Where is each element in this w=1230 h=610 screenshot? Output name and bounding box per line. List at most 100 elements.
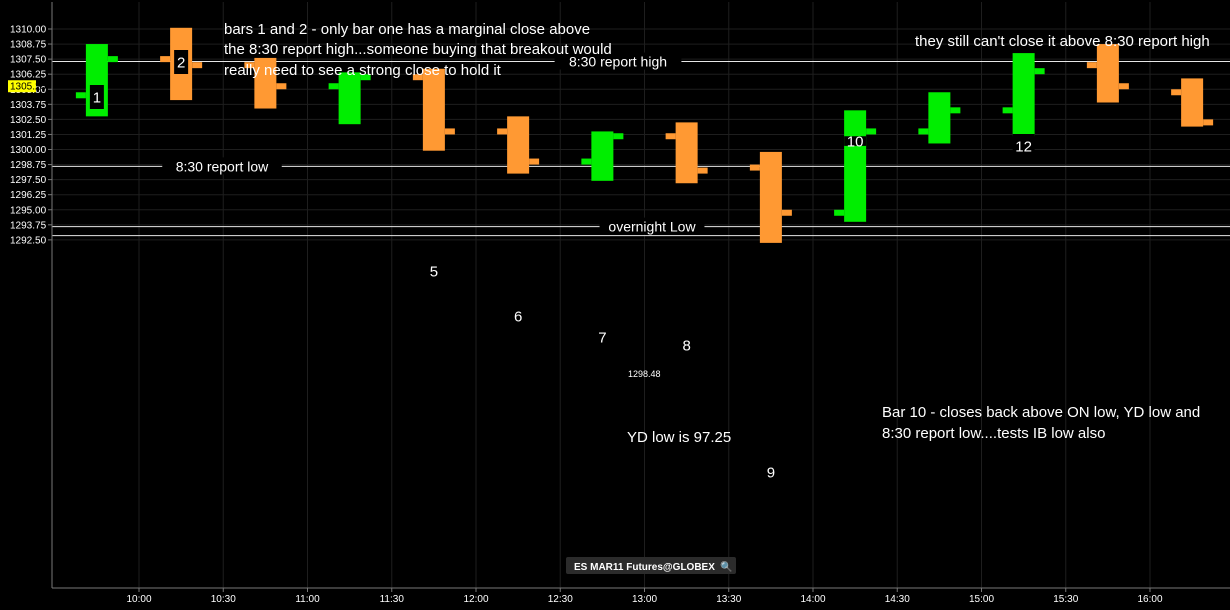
yd-low-note: YD low is 97.25 xyxy=(627,429,731,446)
bar-range[interactable] xyxy=(1181,78,1204,127)
bar-label-box xyxy=(763,460,778,484)
axes-layer: 1310.001308.751307.501306.251305.001303.… xyxy=(8,2,1230,605)
ohlc-bar[interactable]: 10 xyxy=(834,110,877,222)
ohlc-bar[interactable]: 7 xyxy=(581,131,624,349)
level-lines-layer: 8:30 report high 8:30 report low overnight… xyxy=(52,52,1230,237)
y-tick-label: 1303.75 xyxy=(10,100,47,111)
y-tick-label: 1310.00 xyxy=(10,25,47,36)
bar-open-tick xyxy=(497,128,508,135)
ohlc-bar[interactable] xyxy=(1171,78,1214,127)
y-tick-label: 1297.50 xyxy=(10,175,47,186)
x-tick-label: 12:30 xyxy=(548,594,573,605)
y-tick-label: 1293.75 xyxy=(10,220,47,231)
y-tick-label: 1306.25 xyxy=(10,70,47,81)
y-tick-label: 1308.75 xyxy=(10,40,47,51)
bar-number-label: 1 xyxy=(93,90,101,107)
x-tick-label: 13:00 xyxy=(632,594,657,605)
bar-close-tick xyxy=(697,167,708,174)
bar-range[interactable] xyxy=(1096,44,1119,103)
y-tick-label: 1300.00 xyxy=(10,145,47,156)
bar-number-label: 7 xyxy=(598,330,606,347)
ohlc-bar[interactable]: 2 xyxy=(160,27,203,101)
bar-open-tick xyxy=(918,128,929,135)
ohlc-bar[interactable]: 5 xyxy=(412,68,455,283)
level-label-bg xyxy=(599,217,705,235)
bar10-note-line-1: Bar 10 - closes back above ON low, YD lo… xyxy=(882,404,1200,421)
bars-note-line-3: really need to see a strong close to hol… xyxy=(224,62,502,79)
bars-note-line-1: bars 1 and 2 - only bar one has a margin… xyxy=(224,21,590,38)
bar-range[interactable] xyxy=(1012,53,1035,137)
bar-number-label: 10 xyxy=(847,134,864,151)
bar-close-tick xyxy=(866,128,877,135)
bar-number-label: 6 xyxy=(514,309,522,326)
bars-note-line-2: the 8:30 report high...someone buying th… xyxy=(224,41,612,58)
x-tick-label: 11:00 xyxy=(295,594,320,605)
ohlc-bar[interactable]: 6 xyxy=(497,116,540,328)
x-tick-label: 11:30 xyxy=(380,594,405,605)
y-tick-label: 1307.50 xyxy=(10,55,47,66)
annotations-layer: bars 1 and 2 - only bar one has a margin… xyxy=(224,21,1210,446)
bar-number-label: 12 xyxy=(1015,139,1032,156)
bar-range[interactable] xyxy=(507,116,530,174)
bar-range[interactable] xyxy=(338,72,361,125)
bar-label-box xyxy=(89,85,104,109)
bar-number-label: 9 xyxy=(767,465,775,482)
bar-range[interactable] xyxy=(759,151,782,243)
bar-close-tick xyxy=(107,56,118,63)
ohlc-bar[interactable]: 12 xyxy=(1002,53,1045,158)
bar-close-tick xyxy=(529,158,540,165)
instrument-badge-bg xyxy=(566,557,736,574)
x-tick-label: 14:00 xyxy=(800,594,825,605)
x-tick-label: 14:30 xyxy=(885,594,910,605)
x-tick-label: 15:00 xyxy=(969,594,994,605)
bar-close-tick xyxy=(1203,119,1214,126)
bar-number-label: 2 xyxy=(177,55,185,72)
ohlc-bar[interactable]: 1 xyxy=(75,44,118,117)
bar-close-tick xyxy=(613,133,624,140)
ohlc-bar[interactable]: 9 xyxy=(749,151,792,484)
x-tick-label: 10:30 xyxy=(211,594,236,605)
bar-label-box xyxy=(511,304,526,328)
bar-close-tick xyxy=(444,128,455,135)
bar-open-tick xyxy=(1002,107,1013,114)
bar-close-tick xyxy=(781,209,792,216)
bar-label-box xyxy=(426,259,441,283)
level-label-bg xyxy=(554,52,682,70)
bar-close-tick xyxy=(276,83,287,90)
overnight-low-label: overnight Low xyxy=(608,219,696,235)
ohlc-bar[interactable] xyxy=(244,57,287,109)
bar-open-tick xyxy=(581,158,592,165)
grid-layer xyxy=(52,2,1230,588)
y-tick-label: 1292.50 xyxy=(10,235,47,246)
bar-range[interactable] xyxy=(928,92,951,144)
bar-open-tick xyxy=(160,56,171,63)
ohlc-bar[interactable] xyxy=(328,72,371,125)
top-right-note: they still can't close it above 8:30 rep… xyxy=(915,33,1210,50)
ohlc-bar[interactable] xyxy=(1086,44,1129,103)
x-tick-label: 13:30 xyxy=(716,594,741,605)
bar-range[interactable] xyxy=(844,110,867,222)
bar-number-label: 5 xyxy=(430,264,438,281)
ohlc-bar[interactable] xyxy=(918,92,961,144)
bar-open-tick xyxy=(665,133,676,140)
bar-close-tick xyxy=(1034,68,1045,75)
bar-open-tick xyxy=(328,83,339,90)
magnifier-icon[interactable]: 🔍 xyxy=(720,560,732,573)
instrument-badge[interactable]: ES MAR11 Futures@GLOBEX 🔍 xyxy=(566,557,736,574)
bar-range[interactable] xyxy=(254,57,277,109)
y-tick-label: 1295.00 xyxy=(10,205,47,216)
y-tick-label: 1301.25 xyxy=(10,130,47,141)
x-tick-label: 15:30 xyxy=(1053,594,1078,605)
ohlc-bar[interactable]: 8 xyxy=(665,122,708,357)
bar-range[interactable] xyxy=(422,68,445,151)
bar-close-tick xyxy=(950,107,961,114)
bar-close-tick xyxy=(360,74,371,81)
bar-close-tick xyxy=(1118,83,1129,90)
bar-range[interactable] xyxy=(675,122,698,184)
current-price-label: 1305.25 xyxy=(10,82,47,93)
bar-range[interactable] xyxy=(591,131,614,181)
bar-label-box xyxy=(1012,134,1035,158)
